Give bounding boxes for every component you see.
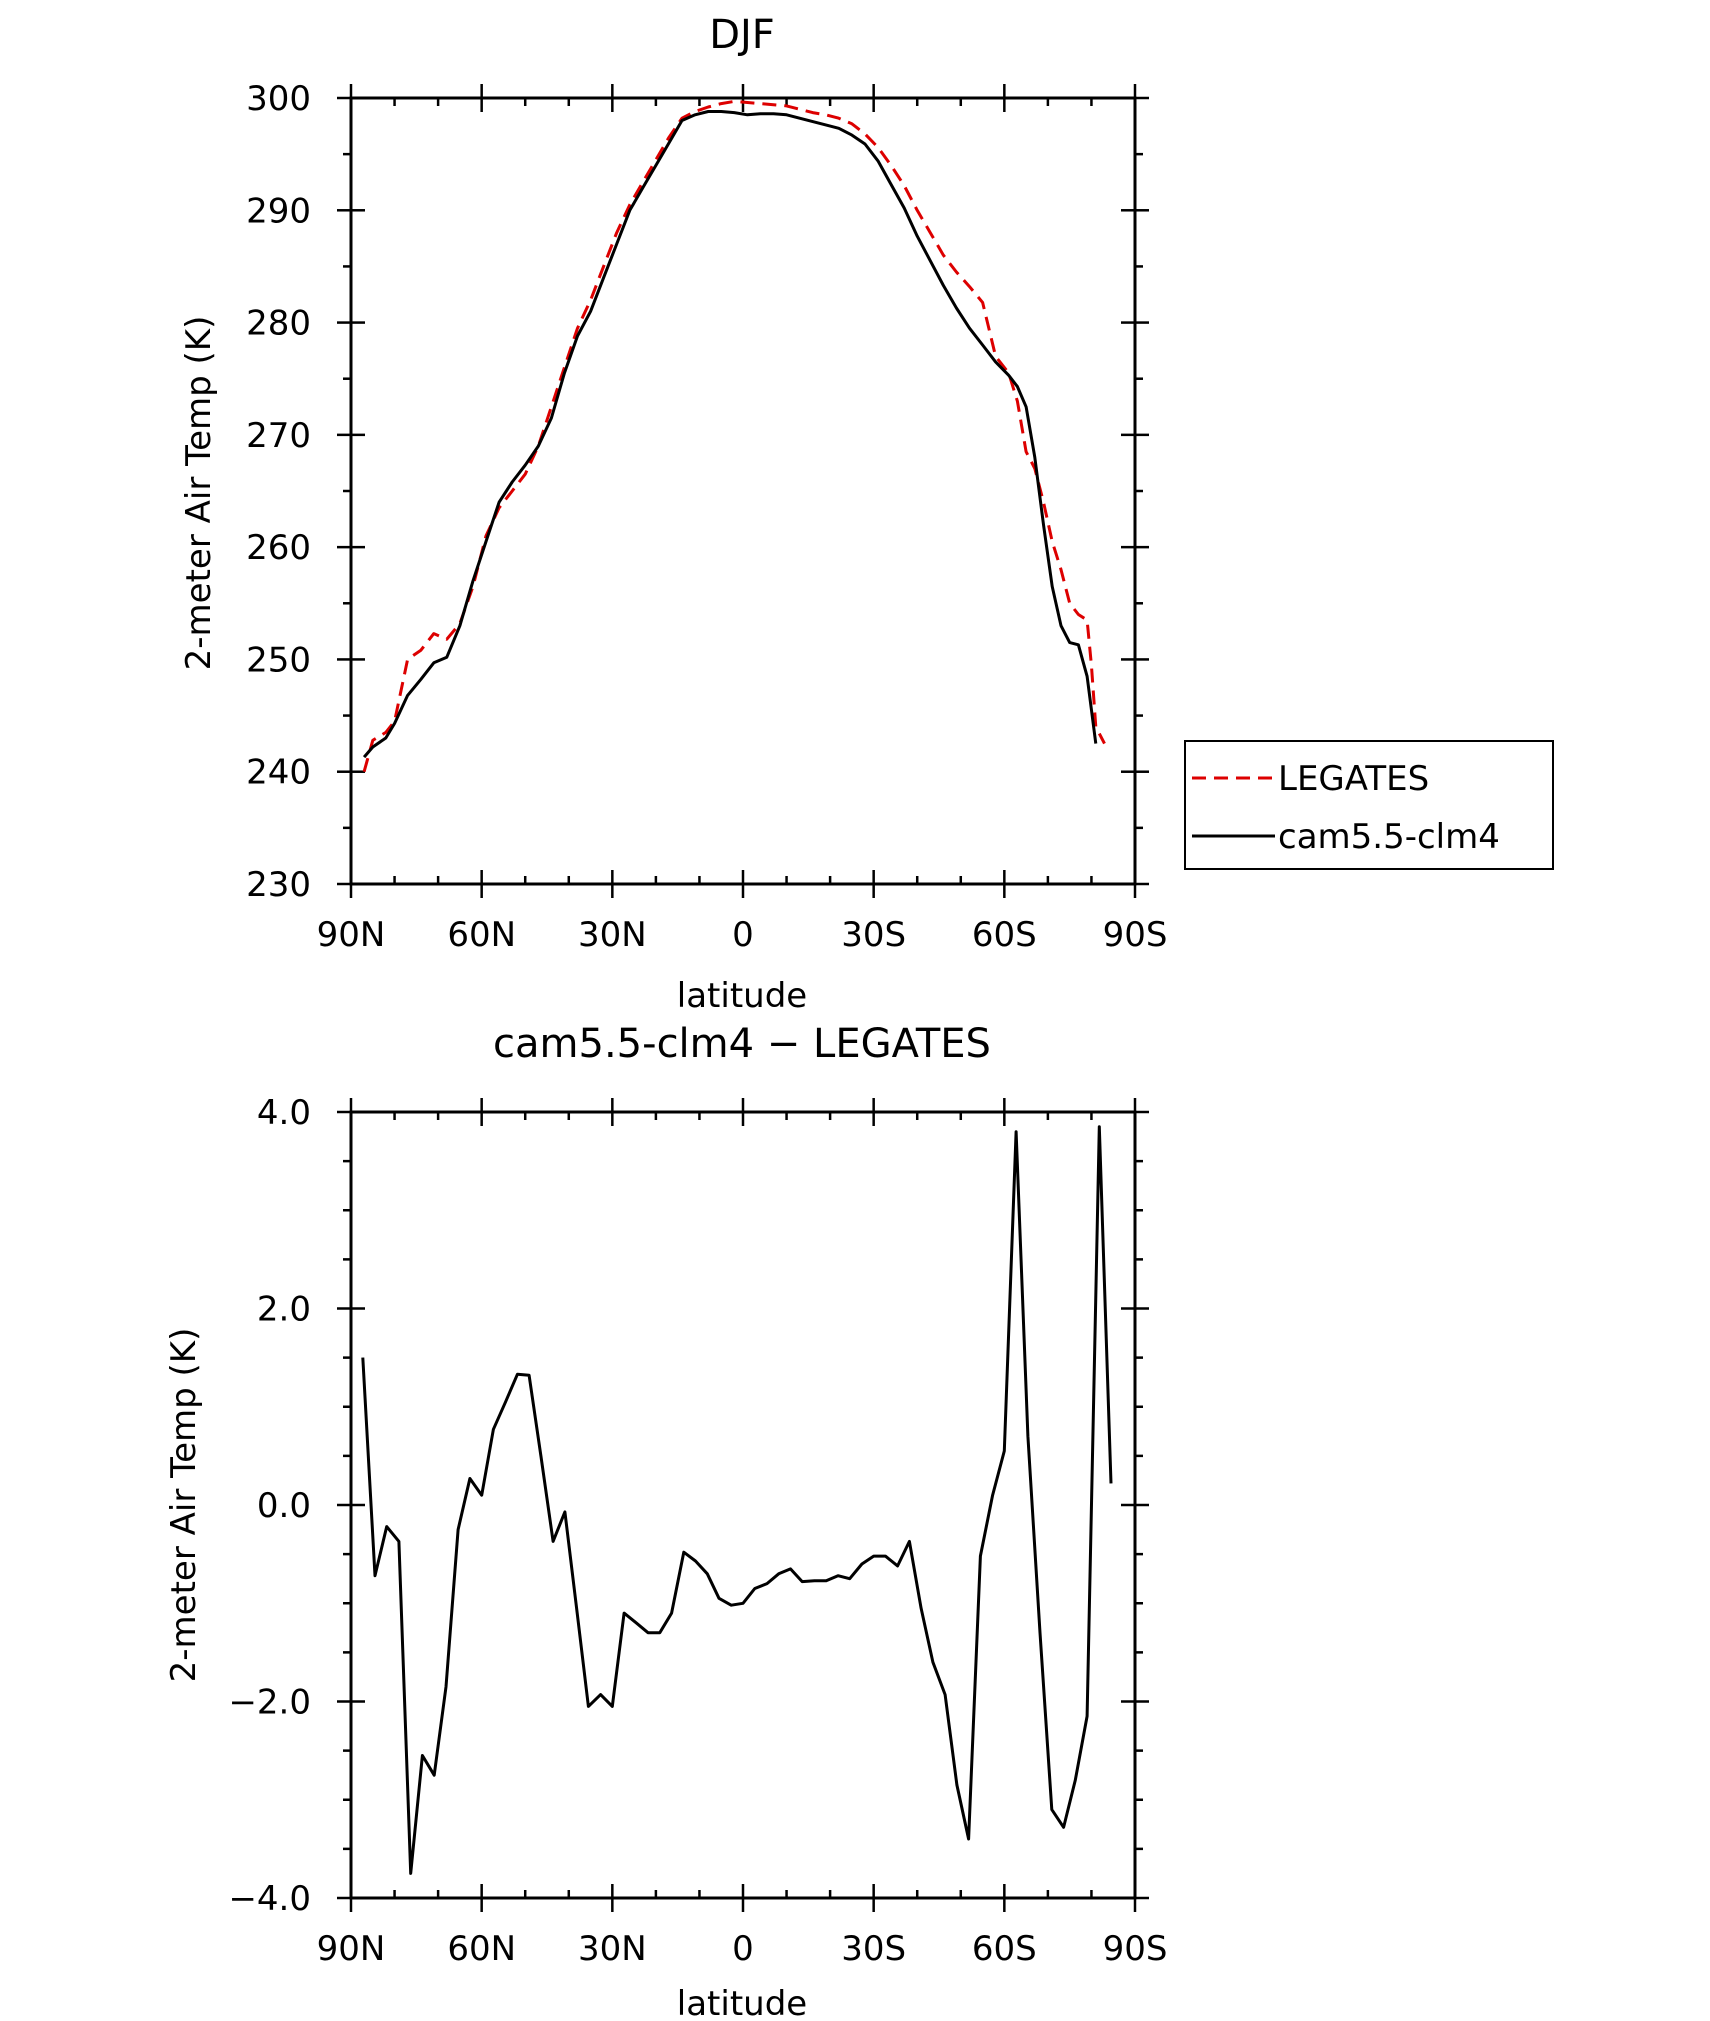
bottom-x-tick-label: 60S bbox=[972, 1929, 1037, 1969]
top-y-tick-label: 270 bbox=[246, 416, 311, 456]
top-y-tick-label: 260 bbox=[246, 528, 311, 568]
bottom-x-axis-label: latitude bbox=[677, 1984, 807, 2021]
top-series-line-1 bbox=[362, 110, 1098, 759]
bottom-x-tick-label: 60N bbox=[447, 1929, 516, 1969]
top-y-axis-label: 2-meter Air Temp (K) bbox=[179, 316, 219, 671]
top-x-tick-label: 90S bbox=[1103, 915, 1168, 955]
bottom-y-tick-label: −4.0 bbox=[228, 1879, 311, 1919]
top-legend: LEGATES cam5.5-clm4 bbox=[1184, 740, 1554, 870]
top-y-tick-label: 300 bbox=[246, 79, 311, 119]
bottom-x-tick-label: 90S bbox=[1103, 1929, 1168, 1969]
top-x-tick-label: 30S bbox=[841, 915, 906, 955]
legend-label-legates: LEGATES bbox=[1278, 759, 1429, 799]
legend-box bbox=[1184, 740, 1554, 870]
bottom-chart-title: cam5.5-clm4 − LEGATES bbox=[493, 1021, 991, 1067]
bottom-series bbox=[361, 1125, 1113, 1875]
top-plot-frame bbox=[349, 96, 1137, 886]
top-y-tick-label: 230 bbox=[246, 865, 311, 905]
bottom-x-tick-label: 30S bbox=[841, 1929, 906, 1969]
bottom-ticks: 90N 60N 30N 0 30S 60S 90S −4.0 −2.0 0.0 2.0 4.0 bbox=[228, 1093, 1167, 1969]
legend-label-cam: cam5.5-clm4 bbox=[1278, 817, 1500, 857]
bottom-series-line-0 bbox=[361, 1125, 1113, 1875]
bottom-x-tick-label: 30N bbox=[578, 1929, 647, 1969]
bottom-y-tick-label: −2.0 bbox=[228, 1683, 311, 1723]
bottom-y-axis-label: 2-meter Air Temp (K) bbox=[164, 1328, 204, 1683]
top-y-tick-label: 290 bbox=[246, 191, 311, 231]
bottom-y-tick-label: 2.0 bbox=[257, 1290, 311, 1330]
top-x-tick-label: 60N bbox=[447, 915, 516, 955]
top-series-line-0 bbox=[362, 99, 1106, 773]
bottom-y-tick-label: 0.0 bbox=[257, 1486, 311, 1526]
top-panel: DJF 2-meter Air Temp (K) latitude 90N 60N… bbox=[179, 12, 1554, 1016]
bottom-plot-frame bbox=[349, 1110, 1137, 1900]
top-x-tick-label: 90N bbox=[317, 915, 386, 955]
top-y-tick-label: 280 bbox=[246, 304, 311, 344]
top-x-tick-label: 60S bbox=[972, 915, 1037, 955]
top-chart-title: DJF bbox=[709, 12, 775, 58]
top-series bbox=[362, 99, 1106, 773]
top-ticks: 90N 60N 30N 0 30S 60S 90S 230 240 250 260 270 280 290… bbox=[246, 79, 1167, 955]
top-x-tick-label: 30N bbox=[578, 915, 647, 955]
top-x-axis-label: latitude bbox=[677, 976, 807, 1016]
bottom-y-tick-label: 4.0 bbox=[257, 1093, 311, 1133]
top-x-tick-label: 0 bbox=[732, 915, 754, 955]
top-y-tick-label: 240 bbox=[246, 753, 311, 793]
top-y-tick-label: 250 bbox=[246, 640, 311, 680]
bottom-panel: cam5.5-clm4 − LEGATES 2-meter Air Temp (… bbox=[164, 1021, 1167, 2021]
bottom-x-tick-label: 0 bbox=[732, 1929, 754, 1969]
bottom-x-tick-label: 90N bbox=[317, 1929, 386, 1969]
